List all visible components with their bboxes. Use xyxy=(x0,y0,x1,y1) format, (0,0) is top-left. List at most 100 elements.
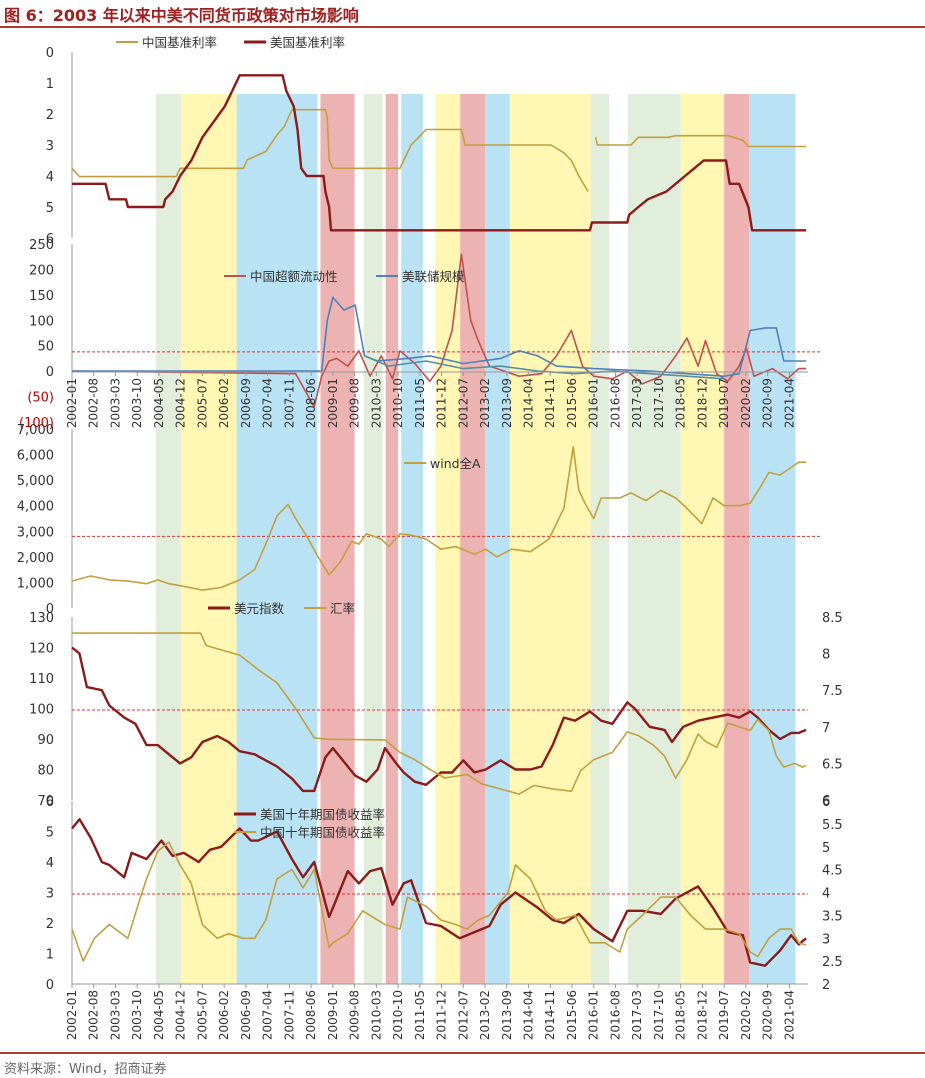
x-tick-label: 2010-03 xyxy=(369,378,383,428)
x-tick-label: 2013-09 xyxy=(500,378,514,428)
legend-label: 美联储规模 xyxy=(402,269,465,284)
x-tick-label: 2004-12 xyxy=(174,990,188,1040)
legend-label: 中国十年期国债收益率 xyxy=(260,825,385,840)
yields-ytick: 1 xyxy=(46,948,54,963)
equity-ytick: 6,000 xyxy=(17,449,54,464)
liquidity-ytick: 50 xyxy=(37,340,54,355)
fx-ytick-right: 6 xyxy=(822,794,830,809)
x-tick-label: 2009-01 xyxy=(326,378,340,428)
x-tick-label: 2017-10 xyxy=(652,378,666,428)
fx-ytick-right: 7.5 xyxy=(822,684,843,699)
x-tick-label: 2011-05 xyxy=(413,378,427,428)
x-tick-label: 2004-12 xyxy=(174,378,188,428)
fx-ytick: 90 xyxy=(37,733,54,748)
x-tick-label: 2002-01 xyxy=(65,378,79,428)
liquidity-ytick: 150 xyxy=(29,289,54,304)
figure-title: 图 6：2003 年以来中美不同货币政策对市场影响 xyxy=(4,6,359,25)
x-tick-label: 2019-07 xyxy=(717,990,731,1040)
x-tick-label: 2016-08 xyxy=(608,378,622,428)
liquidity-ytick: (100) xyxy=(19,416,54,431)
fx-ytick-right: 7 xyxy=(822,721,830,736)
x-tick-label: 2006-02 xyxy=(217,990,231,1040)
x-tick-label: 2020-02 xyxy=(739,990,753,1040)
yields-ytick-right: 4 xyxy=(822,887,830,902)
x-tick-label: 2002-01 xyxy=(65,990,79,1040)
x-tick-label: 2012-07 xyxy=(456,990,470,1040)
series-line xyxy=(71,108,589,192)
regime-band-12 xyxy=(627,94,681,984)
x-tick-label: 2016-01 xyxy=(587,378,601,428)
yields-ytick: 5 xyxy=(46,826,54,841)
x-tick-label: 2014-11 xyxy=(543,378,557,428)
equity-ytick: 1,000 xyxy=(17,576,54,591)
x-tick-label: 2004-05 xyxy=(152,378,166,428)
x-tick-label: 2018-05 xyxy=(674,990,688,1040)
x-tick-label: 2003-03 xyxy=(108,990,122,1040)
regime-band-8 xyxy=(460,94,486,984)
liquidity-ytick: 200 xyxy=(29,263,54,278)
x-tick-label: 2019-07 xyxy=(717,378,731,428)
fx-ytick-right: 8 xyxy=(822,648,830,663)
equity-ytick: 7,000 xyxy=(17,423,54,438)
x-tick-label: 2021-04 xyxy=(782,990,796,1040)
regime-band-4 xyxy=(363,94,383,984)
liquidity-ytick: 250 xyxy=(29,238,54,253)
x-tick-label: 2012-07 xyxy=(456,378,470,428)
x-tick-label: 2008-06 xyxy=(304,990,318,1040)
x-tick-label: 2003-10 xyxy=(130,990,144,1040)
x-tick-label: 2020-09 xyxy=(761,378,775,428)
yields-ytick-right: 6 xyxy=(822,795,830,810)
series-line xyxy=(71,818,807,967)
regime-band-9 xyxy=(485,94,510,984)
rates-ytick: 0 xyxy=(46,46,54,61)
x-tick-label: 2013-02 xyxy=(478,990,492,1040)
legend-label: 中国基准利率 xyxy=(142,35,217,50)
x-tick-label: 2008-06 xyxy=(304,378,318,428)
top-rule xyxy=(0,26,925,28)
series-line xyxy=(71,841,807,962)
x-tick-label: 2007-04 xyxy=(261,990,275,1040)
yields-ytick: 6 xyxy=(46,795,54,810)
x-tick-label: 2004-05 xyxy=(152,990,166,1040)
regime-band-6 xyxy=(401,94,423,984)
legend-label: wind全A xyxy=(430,456,481,471)
fx-ytick-right: 8.5 xyxy=(822,611,843,626)
x-tick-label: 2005-07 xyxy=(195,378,209,428)
x-tick-label: 2007-04 xyxy=(261,378,275,428)
x-tick-label: 2003-03 xyxy=(108,378,122,428)
regime-band-14 xyxy=(724,94,749,984)
x-tick-label: 2007-11 xyxy=(282,378,296,428)
x-tick-label: 2017-10 xyxy=(652,990,666,1040)
x-tick-label: 2015-06 xyxy=(565,990,579,1040)
yields-ytick-right: 4.5 xyxy=(822,864,843,879)
regime-band-15 xyxy=(748,94,796,984)
x-tick-label: 2018-05 xyxy=(674,378,688,428)
equity-ytick: 3,000 xyxy=(17,525,54,540)
x-tick-label: 2010-10 xyxy=(391,378,405,428)
x-tick-label: 2006-02 xyxy=(217,378,231,428)
liquidity-ytick: 0 xyxy=(46,365,54,380)
yields-ytick-right: 5 xyxy=(822,841,830,856)
bottom-rule xyxy=(0,1052,925,1054)
fx-ytick: 100 xyxy=(29,703,54,718)
rates-ytick: 3 xyxy=(46,139,54,154)
x-tick-label: 2013-02 xyxy=(478,378,492,428)
rates-ytick: 1 xyxy=(46,77,54,92)
series-line xyxy=(71,446,807,591)
yields-ytick: 3 xyxy=(46,887,54,902)
x-tick-label: 2017-03 xyxy=(630,990,644,1040)
x-tick-label: 2010-10 xyxy=(391,990,405,1040)
x-tick-label: 2014-11 xyxy=(543,990,557,1040)
x-tick-label: 2021-04 xyxy=(782,378,796,428)
series-line xyxy=(594,134,807,148)
series-line xyxy=(364,355,725,380)
legend-label: 美国基准利率 xyxy=(270,35,345,50)
x-tick-label: 2009-01 xyxy=(326,990,340,1040)
x-tick-label: 2007-11 xyxy=(282,990,296,1040)
fx-ytick: 130 xyxy=(29,611,54,626)
rates-ytick: 6 xyxy=(46,232,54,247)
x-tick-label: 2013-09 xyxy=(500,990,514,1040)
yields-ytick: 2 xyxy=(46,917,54,932)
x-tick-label: 2011-12 xyxy=(435,378,449,428)
regime-band-10 xyxy=(509,94,591,984)
